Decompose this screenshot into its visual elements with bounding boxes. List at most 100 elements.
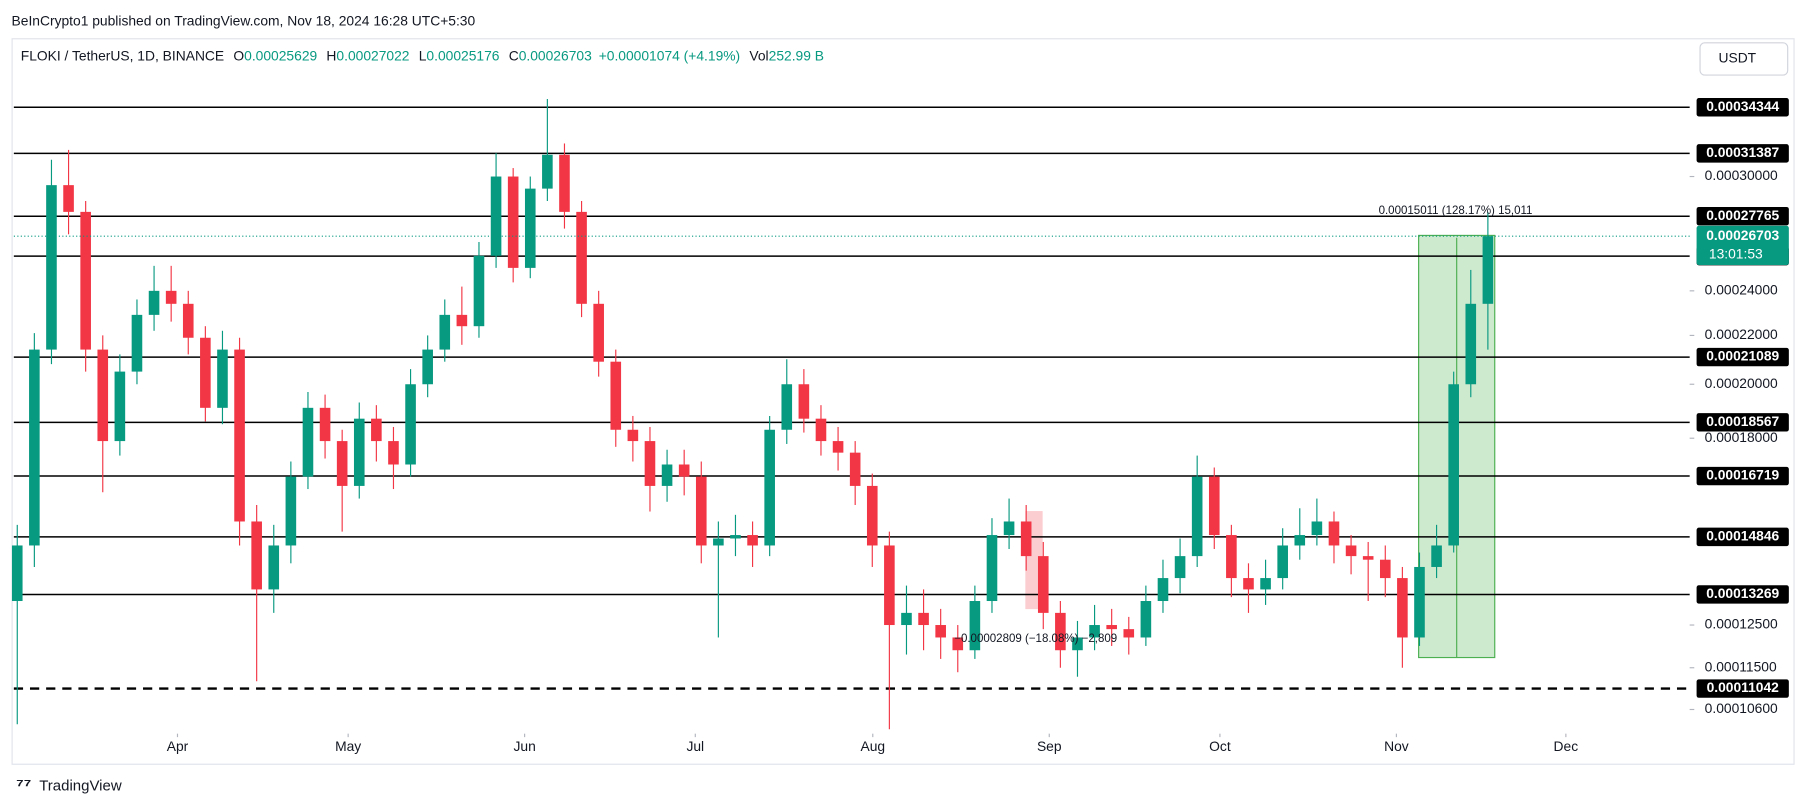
candle-body [781,384,793,430]
level-label: 0.00014846 [1706,528,1779,544]
level-label: 0.00021089 [1706,348,1779,364]
symbol: FLOKI / TetherUS, 1D, BINANCE [21,47,224,63]
candle-body [422,349,433,385]
x-tick-label: Sep [1037,738,1062,754]
y-tick-label: 0.00024000 [1705,282,1778,298]
candle-body [456,314,468,327]
candle-body [1362,556,1374,560]
candle-body [148,290,160,315]
candle-body [165,290,177,304]
candle-body [542,154,553,189]
candle-body [901,612,912,626]
candle-body [1123,629,1135,638]
legend-value: 0.00026703 [519,47,592,63]
candle-body [131,314,143,372]
y-tick-label: 0.00022000 [1705,326,1778,342]
candle-body [730,535,741,539]
candle-body [1191,476,1203,557]
candle-body [1055,612,1066,651]
legend: FLOKI / TetherUS, 1D, BINANCE O0.00025629… [21,47,824,63]
x-tick-label: May [335,738,361,754]
candle-body [29,349,40,546]
candle-body [713,538,724,546]
candle-body [371,418,382,442]
legend-value: 0.00025176 [426,47,499,63]
candle-body [1037,556,1049,613]
legend-key: H [326,47,336,63]
level-badge [1696,413,1789,432]
candle-body [200,337,211,408]
candle-body [884,545,895,626]
candle-body [182,303,194,338]
candle-body [217,349,228,408]
candle-body [1140,601,1152,638]
candle-body [1277,545,1288,579]
candle-body [918,612,929,626]
last-price-label: 0.00026703 [1706,227,1779,243]
candle-body [388,441,399,465]
y-tick-label: 0.00011500 [1705,658,1777,674]
candle-body [1157,578,1169,602]
candle-body [610,361,622,430]
candle-body [63,185,74,212]
legend-key: O [233,47,244,63]
candle-body [353,418,365,486]
y-tick-label: 0.00030000 [1705,167,1778,183]
candle-body [1208,476,1220,536]
currency-button[interactable] [1699,42,1789,76]
candle-body [1072,637,1083,651]
x-tick-label: Jun [513,738,535,754]
candle-body [764,429,775,546]
candle-body [473,255,485,327]
candle-body [524,188,536,268]
brand-name: TradingView [39,778,122,795]
candle-body [849,452,861,486]
candle-body [969,601,981,651]
level-label: 0.00018567 [1706,413,1779,429]
legend-value: 0.00027022 [336,47,409,63]
candle-body [439,314,451,350]
candle-body [251,521,262,590]
candle-body [268,545,280,590]
candle-body [1379,559,1391,579]
level-badge [1696,206,1789,226]
candle-body [1465,303,1477,385]
candle-body [1020,521,1032,557]
plot: 0.00030000 0.00024000 0.00022000 0.00020000… [11,98,1789,754]
level-badge [1696,98,1789,117]
candle-body [1003,521,1015,536]
candle-body [1260,578,1271,590]
legend-key: Vol [749,47,768,63]
candle-body [80,211,91,350]
legend-change: +0.00001074 (+4.19%) [599,47,740,63]
candle-body [319,407,331,442]
candle-body [1089,625,1100,638]
candle-body [593,303,604,362]
candle-body [46,185,57,350]
candle-body [644,441,656,486]
candle-body [97,349,109,442]
candle-body [302,407,314,477]
x-tick-label: Aug [860,738,885,754]
countdown-label: 13:01:53 [1709,245,1763,261]
x-tick-label: Nov [1384,738,1409,754]
candle-body [1106,625,1117,630]
level-label: 0.00013269 [1706,585,1779,601]
candle-body [576,211,587,304]
chart-frame [11,38,1795,765]
candle-body [490,176,502,256]
measure-label: −0.00002809 (−18.08%) −2,809 [954,633,1117,645]
candle-body [1345,545,1357,557]
candle-body [234,349,245,522]
candle-body [11,545,23,602]
candle-body [1311,521,1323,536]
x-tick-label: Oct [1209,738,1231,754]
currency-label: USDT [1718,50,1756,66]
level-label: 0.00031387 [1706,144,1779,160]
candle-body [1226,535,1237,579]
candle-body [507,176,519,268]
candle-body [1414,566,1425,638]
legend-key: L [419,47,427,63]
candle-body [815,418,827,442]
